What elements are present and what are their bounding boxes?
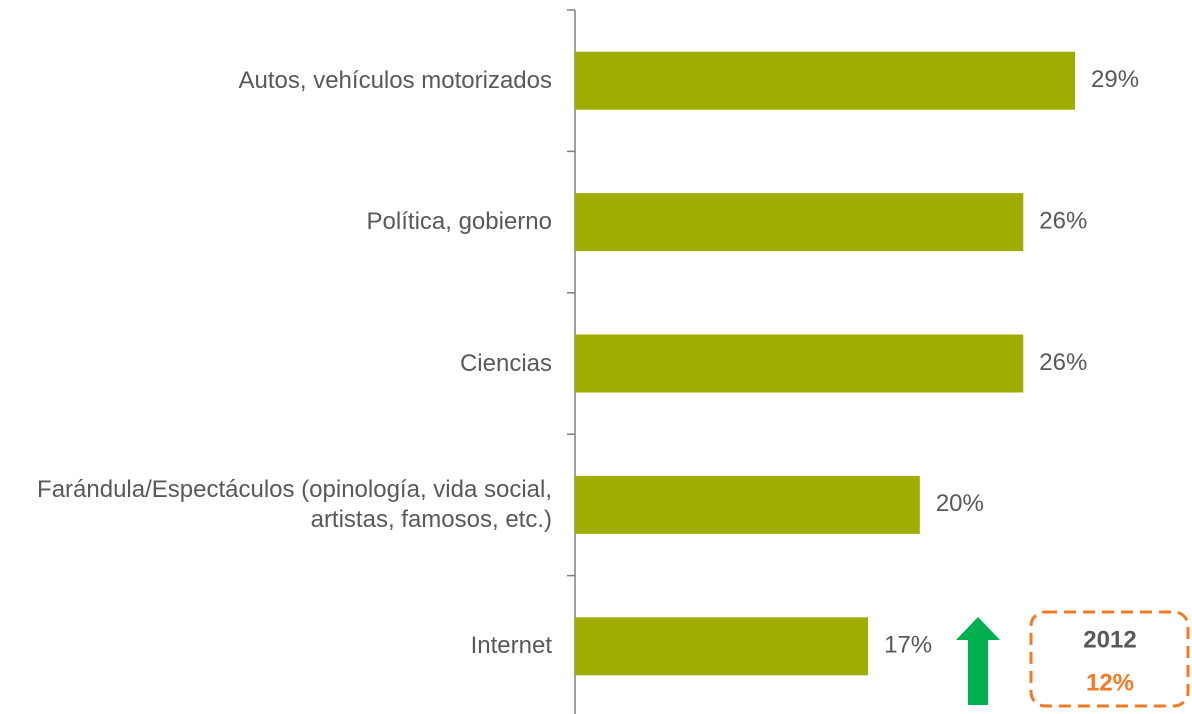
- bar: [575, 617, 869, 676]
- value-label: 26%: [1039, 349, 1087, 376]
- bar: [575, 51, 1075, 110]
- bar: [575, 334, 1024, 393]
- bar: [575, 193, 1024, 252]
- value-label: 17%: [884, 632, 932, 659]
- category-label: Internet: [470, 632, 552, 660]
- category-label: Farándula/Espectáculos (opinología, vida…: [37, 475, 552, 533]
- annotation-box: [1029, 610, 1190, 708]
- value-label: 20%: [936, 490, 984, 517]
- category-label: Autos, vehículos motorizados: [238, 66, 553, 94]
- value-label: 29%: [1091, 66, 1139, 93]
- up-arrow: [956, 617, 1000, 705]
- value-label: 26%: [1039, 207, 1087, 234]
- annotation-value: 12%: [1086, 669, 1134, 696]
- bar: [575, 475, 920, 534]
- category-label: Política, gobierno: [366, 208, 552, 236]
- annotation-year: 2012: [1083, 626, 1136, 653]
- category-label: Ciencias: [459, 349, 552, 377]
